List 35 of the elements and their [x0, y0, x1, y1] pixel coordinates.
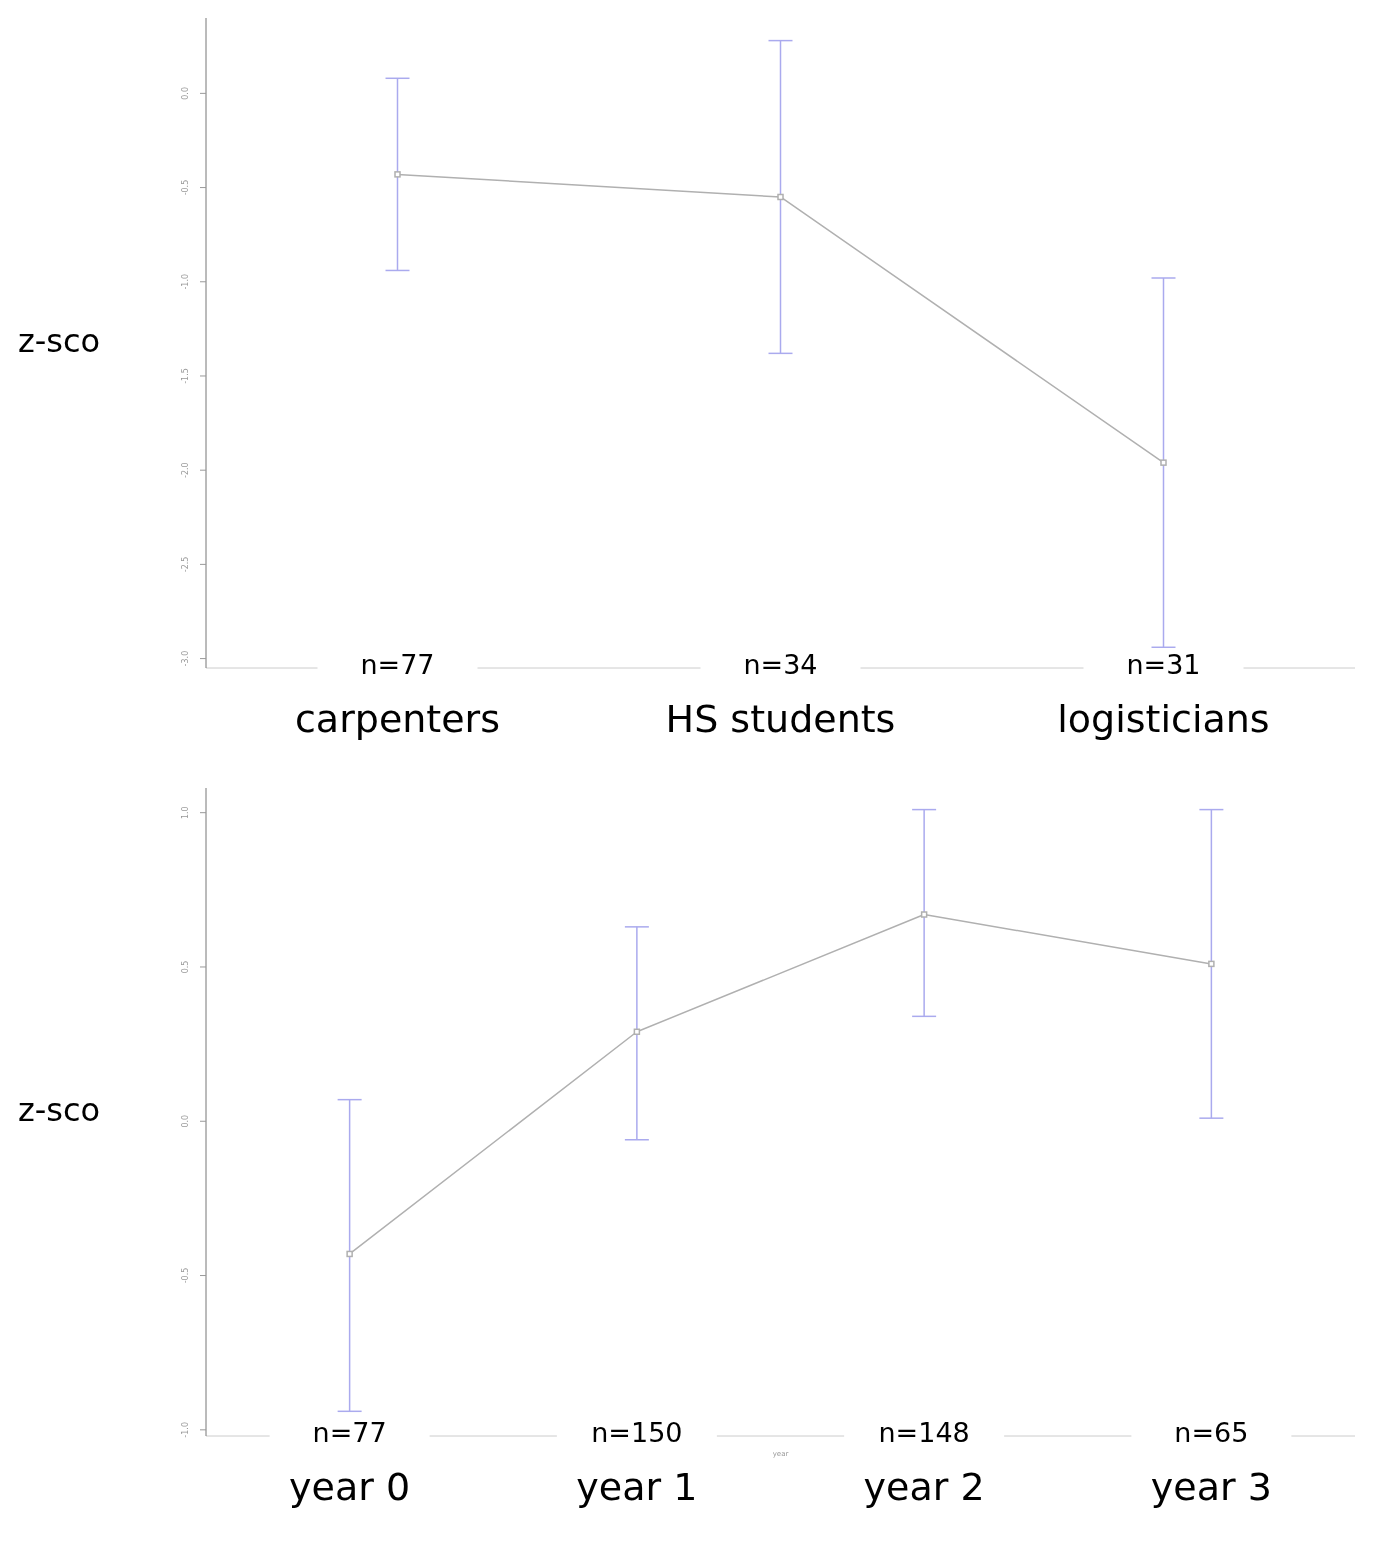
y-tick-label: -3.0: [181, 650, 190, 667]
point: [920, 911, 928, 918]
y-tick-label: -1.0: [181, 1422, 190, 1438]
y-tick-label: -1.0: [181, 273, 190, 290]
y-tick-label: 0.5: [181, 960, 190, 974]
annotation: n=34: [743, 649, 818, 680]
y-tick-label: 0.0: [181, 1114, 190, 1128]
point: [1160, 459, 1167, 466]
x-tick-label: carpenters: [294, 697, 501, 741]
annotation: n=77: [360, 649, 435, 680]
point: [394, 171, 401, 178]
point: [777, 193, 784, 201]
y-tick-label: 1.0: [181, 806, 190, 820]
y-axis-title: z-sco: [18, 1091, 101, 1129]
x-tick-label: year 2: [863, 1465, 985, 1509]
y-tick-label: -0.5: [181, 1267, 190, 1284]
y-tick-label: -2.0: [181, 462, 190, 478]
x-tick-label: logisticians: [1057, 697, 1270, 741]
x-tick-label: year 3: [1150, 1465, 1272, 1509]
y-tick-label: -1.5: [181, 368, 190, 384]
annotation: n=150: [591, 1417, 683, 1448]
point: [346, 1250, 353, 1258]
y-tick-label: -2.5: [181, 556, 190, 573]
y-tick-label: -0.5: [181, 179, 190, 196]
x-tick-label: HS students: [665, 697, 896, 741]
x-tick-label: year 0: [289, 1465, 411, 1509]
annotation: n=31: [1126, 649, 1201, 680]
y-tick-label: 0.0: [181, 87, 190, 100]
point: [633, 1028, 641, 1036]
point: [1208, 960, 1215, 968]
y-axis-title: z-sco: [18, 322, 101, 360]
annotation: n=65: [1174, 1417, 1249, 1448]
x-tick-label: year 1: [576, 1465, 698, 1509]
annotation: n=148: [878, 1417, 970, 1448]
annotation: n=77: [312, 1417, 387, 1448]
